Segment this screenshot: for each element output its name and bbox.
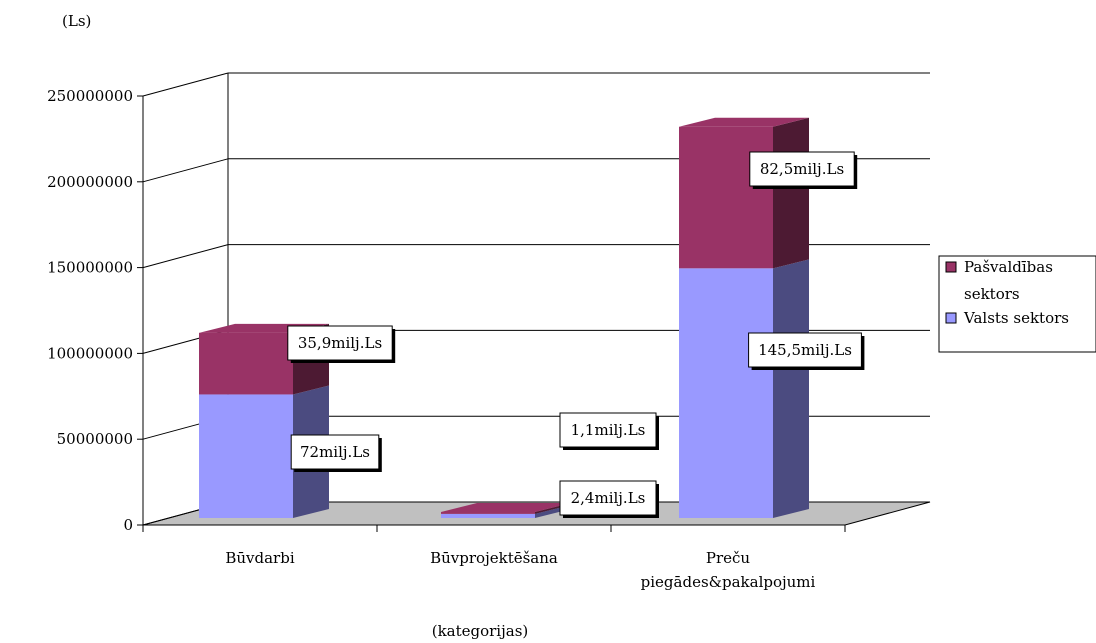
gridline-side — [142, 158, 229, 183]
x-tick-label: Būvprojektēšana — [430, 549, 558, 567]
y-tick-label: 50000000 — [57, 430, 133, 448]
bar-front — [679, 126, 773, 269]
data-label-text: 1,1milj.Ls — [571, 421, 646, 439]
data-labels: 72milj.Ls 2,4milj.Ls 145,5milj.Ls 35,9milj.… — [287, 151, 865, 518]
y-axis: 0 50000000 100000000 150000000 200000000 2500… — [47, 87, 144, 534]
bar-front — [441, 511, 535, 514]
data-label-text: 2,4milj.Ls — [571, 489, 646, 507]
x-axis: Būvdarbi Būvprojektēšana Preču piegādes&pak… — [142, 524, 846, 591]
data-label-text: 82,5milj.Ls — [760, 160, 844, 178]
gridline-side — [142, 72, 229, 97]
x-tick-label: Preču piegādes&pakalpojumi — [641, 549, 816, 591]
data-label: 72milj.Ls — [290, 434, 382, 472]
data-label-box — [559, 480, 657, 516]
legend-swatch — [945, 261, 957, 273]
y-tick-label: 250000000 — [47, 87, 133, 105]
bar-top — [679, 117, 809, 127]
data-label-box — [559, 412, 657, 448]
data-label: 2,4milj.Ls — [559, 480, 659, 518]
data-label-box — [748, 332, 862, 368]
x-axis-title: (kategorijas) — [432, 622, 529, 640]
data-label: 35,9milj.Ls — [287, 325, 396, 363]
data-label-text: 35,9milj.Ls — [298, 334, 382, 352]
legend-swatch — [945, 312, 957, 324]
y-tick-label: 100000000 — [47, 344, 133, 362]
y-axis-title: (Ls) — [62, 12, 91, 30]
y-tick-label: 0 — [123, 516, 133, 534]
x-tick-label: Būvdarbi — [225, 549, 294, 567]
bar-front — [199, 332, 293, 395]
legend-label: Pašvaldības sektors — [964, 258, 1053, 303]
data-label-text: 72milj.Ls — [300, 443, 370, 461]
y-tick-label: 150000000 — [47, 259, 133, 277]
bar-front — [441, 513, 535, 518]
bar-top — [441, 502, 571, 512]
legend-box — [938, 255, 1096, 353]
y-tick-label: 200000000 — [47, 173, 133, 191]
data-label-box — [290, 434, 380, 470]
data-label-text: 145,5milj.Ls — [758, 341, 852, 359]
bar-side — [773, 259, 809, 518]
bar-front — [199, 394, 293, 518]
bar-side — [773, 117, 809, 269]
data-label-box — [749, 151, 855, 187]
data-label: 1,1milj.Ls — [559, 412, 659, 450]
legend-label: Valsts sektors — [963, 309, 1069, 327]
data-label-box — [287, 325, 393, 361]
bars — [199, 117, 809, 518]
data-label: 145,5milj.Ls — [748, 332, 865, 370]
data-label: 82,5milj.Ls — [749, 151, 858, 189]
gridline-side — [142, 244, 229, 269]
bar-front — [679, 268, 773, 518]
legend: Pašvaldības sektors Valsts sektors — [938, 255, 1096, 353]
